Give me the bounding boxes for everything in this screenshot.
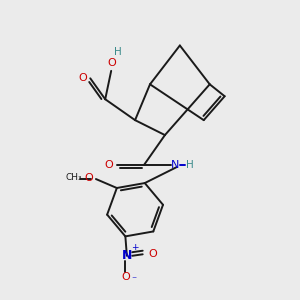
Text: +: + <box>131 243 139 252</box>
Text: H: H <box>114 47 122 57</box>
Text: N: N <box>122 249 132 262</box>
Text: O: O <box>104 160 113 170</box>
Text: O: O <box>108 58 116 68</box>
Text: CH₃: CH₃ <box>65 173 82 182</box>
Text: O: O <box>78 73 87 83</box>
Text: ⁻: ⁻ <box>131 276 136 286</box>
Text: O: O <box>121 272 130 282</box>
Text: N: N <box>171 160 180 170</box>
Text: H: H <box>186 160 194 170</box>
Text: O: O <box>84 172 93 182</box>
Text: O: O <box>148 249 157 259</box>
